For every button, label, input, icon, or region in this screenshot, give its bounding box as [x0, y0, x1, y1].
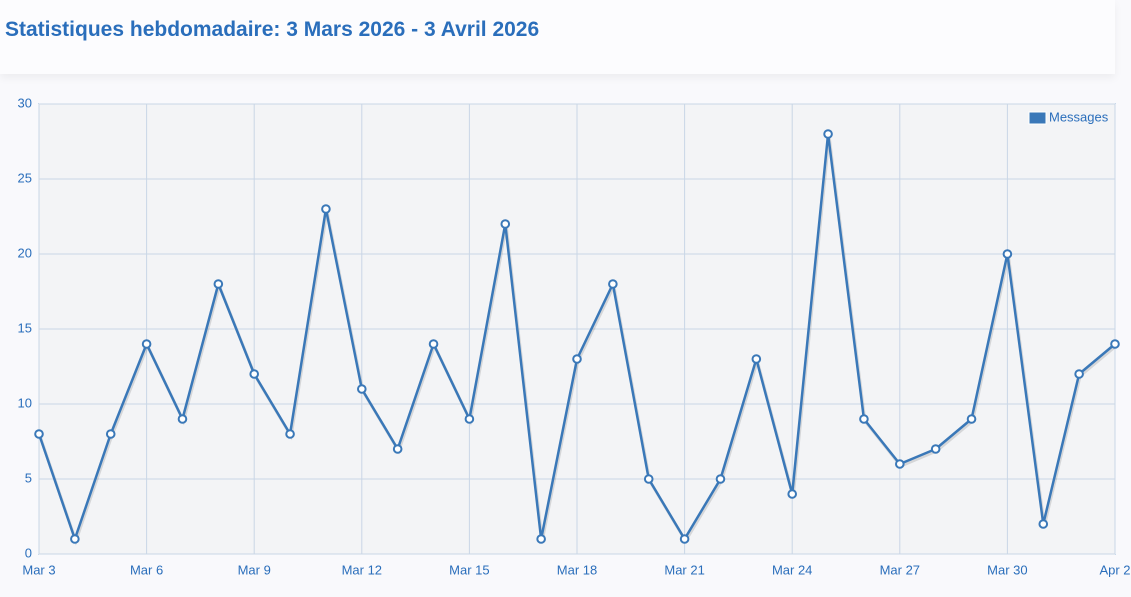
point [859, 414, 869, 424]
y-tick-label: 25 [18, 170, 32, 185]
point [428, 339, 439, 349]
x-tick-label: Apr 2 [1099, 562, 1130, 577]
point [715, 474, 726, 484]
point [787, 489, 798, 499]
point [213, 279, 224, 289]
point [357, 384, 367, 394]
point [1074, 369, 1084, 379]
x-tick-label: Mar 18 [557, 562, 597, 577]
point [321, 204, 331, 214]
chart-title: Statistiques hebdomadaire: 3 Mars 2026 -… [5, 18, 540, 41]
point [392, 444, 403, 454]
point [1002, 249, 1013, 259]
point [249, 369, 259, 379]
legend-label: Messages [1049, 109, 1109, 124]
x-tick-label: Mar 27 [880, 562, 920, 577]
y-tick-label: 5 [25, 470, 32, 485]
header: Statistiques hebdomadaire: 3 Mars 2026 -… [0, 0, 1115, 74]
x-tick-label: Mar 6 [130, 562, 163, 577]
point [105, 429, 116, 439]
point [930, 444, 941, 454]
x-tick-label: Mar 9 [238, 562, 271, 577]
y-tick-label: 20 [18, 245, 32, 260]
point [751, 354, 762, 364]
point [536, 534, 546, 544]
y-tick-label: 30 [18, 95, 32, 110]
x-tick-label: Mar 30 [987, 562, 1027, 577]
point [141, 339, 152, 349]
y-tick-label: 10 [18, 395, 32, 410]
point [1110, 339, 1120, 349]
point [285, 429, 295, 439]
point [500, 219, 511, 229]
legend-swatch [1028, 111, 1047, 125]
point [1038, 519, 1049, 529]
point [895, 459, 905, 469]
point [34, 429, 44, 439]
point [572, 354, 582, 364]
y-tick-label: 15 [18, 320, 32, 335]
point [608, 279, 618, 289]
point [177, 414, 188, 424]
x-tick-label: Mar 21 [664, 562, 704, 577]
x-tick-label: Mar 12 [342, 562, 382, 577]
point [679, 534, 690, 544]
x-tick-label: Mar 15 [449, 562, 489, 577]
point [70, 534, 80, 544]
x-tick-label: Mar 24 [772, 562, 812, 577]
point [823, 129, 833, 139]
y-tick-label: 0 [25, 545, 32, 560]
point [464, 414, 475, 424]
point [643, 474, 654, 484]
x-tick-label: Mar 3 [22, 562, 55, 577]
point [966, 414, 977, 424]
